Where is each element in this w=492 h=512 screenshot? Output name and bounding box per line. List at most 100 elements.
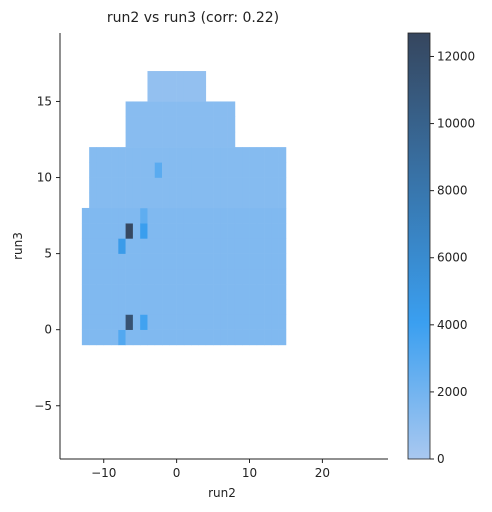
histogram-bin (256, 284, 265, 300)
x-axis-label: run2 (208, 486, 236, 500)
histogram-bin (205, 299, 214, 315)
histogram-bin (205, 177, 214, 194)
histogram-bin (278, 192, 287, 209)
histogram-bin (125, 238, 134, 254)
histogram-bin (249, 162, 258, 178)
histogram-bin (264, 299, 272, 315)
histogram-bin (132, 284, 141, 300)
histogram-bin (183, 253, 192, 270)
x-tick-label: 0 (173, 466, 181, 480)
histogram-bin (242, 207, 250, 224)
histogram-bin (220, 101, 228, 117)
histogram-bin (154, 207, 163, 224)
histogram-bin (118, 207, 126, 224)
histogram-bin (183, 284, 192, 300)
histogram-bin (162, 223, 170, 239)
y-tick-label: 15 (37, 94, 52, 108)
histogram-bin (242, 299, 250, 315)
histogram-bin (103, 162, 112, 178)
histogram-bin (264, 192, 272, 209)
histogram-bin (176, 207, 185, 224)
colorbar-tick-label: 4000 (437, 318, 468, 332)
histogram-bin (118, 314, 126, 330)
histogram-bin (220, 223, 228, 239)
histogram-bin (242, 238, 250, 254)
histogram-bin (162, 329, 170, 346)
histogram-bin (147, 329, 156, 346)
histogram-bin (111, 299, 119, 315)
histogram-bin (154, 177, 163, 194)
histogram-bin (278, 147, 287, 163)
y-tick-label: 5 (44, 247, 52, 261)
histogram-bin (213, 329, 221, 346)
histogram-bin (154, 314, 163, 330)
histogram-bin (234, 147, 243, 163)
histogram-bin (125, 284, 134, 300)
histogram-bin (169, 238, 177, 254)
histogram-bin (264, 162, 272, 178)
histogram-bin (132, 253, 141, 270)
histogram-bin (191, 116, 199, 133)
histogram-bin (205, 116, 214, 133)
histogram-bin (256, 162, 265, 178)
histogram-bin (227, 223, 236, 239)
histogram-bin (220, 284, 228, 300)
histogram-bin (176, 223, 185, 239)
histogram-bin (118, 147, 126, 163)
histogram-bin (264, 268, 272, 285)
histogram-bin (176, 131, 185, 148)
histogram-bin (227, 284, 236, 300)
histogram-bin (264, 177, 272, 194)
histogram-bin (249, 284, 258, 300)
histogram-bin (183, 223, 192, 239)
histogram-bin (213, 177, 221, 194)
histogram-bin (227, 162, 236, 178)
histogram-bin (227, 238, 236, 254)
histogram-bin (249, 207, 258, 224)
histogram-bin (256, 314, 265, 330)
histogram-bin (256, 329, 265, 346)
histogram-bin (242, 284, 250, 300)
histogram-bin (256, 223, 265, 239)
histogram-bin (89, 147, 97, 163)
y-tick-label: 10 (37, 171, 52, 185)
histogram-bin (169, 253, 177, 270)
histogram-bin (103, 207, 112, 224)
histogram-bin (118, 299, 126, 315)
colorbar-tick-label: 0 (437, 452, 445, 466)
histogram-bin (271, 147, 279, 163)
histogram-bin (191, 162, 199, 178)
histogram-bin (162, 116, 170, 133)
histogram-bin (198, 223, 207, 239)
histogram-bin (271, 223, 279, 239)
histogram-bin (132, 131, 141, 148)
histogram-bin (154, 238, 163, 254)
histogram-bin (169, 147, 177, 163)
histogram-bin (89, 329, 97, 346)
histogram-bin (278, 253, 287, 270)
histogram-bin (198, 86, 207, 102)
histogram-bin (249, 147, 258, 163)
histogram-bin (111, 192, 119, 209)
histogram-bin (191, 177, 199, 194)
histogram-bin (147, 284, 156, 300)
histogram-bin (154, 192, 163, 209)
histogram-bin (213, 314, 221, 330)
histogram-bin (89, 162, 97, 178)
histogram-bin (169, 314, 177, 330)
histogram-bin (249, 314, 258, 330)
histogram-bin (183, 192, 192, 209)
histogram-bin (242, 147, 250, 163)
histogram-bin (271, 329, 279, 346)
histogram-bin (256, 268, 265, 285)
histogram-bin (213, 299, 221, 315)
histogram-bin (213, 268, 221, 285)
histogram-bin (191, 192, 199, 209)
histogram-bin (234, 207, 243, 224)
histogram-bin (220, 329, 228, 346)
histogram-bin (242, 162, 250, 178)
histogram-bin (169, 86, 177, 102)
histogram-bin (162, 253, 170, 270)
histogram-bin (96, 284, 105, 300)
histogram-bin (278, 223, 287, 239)
